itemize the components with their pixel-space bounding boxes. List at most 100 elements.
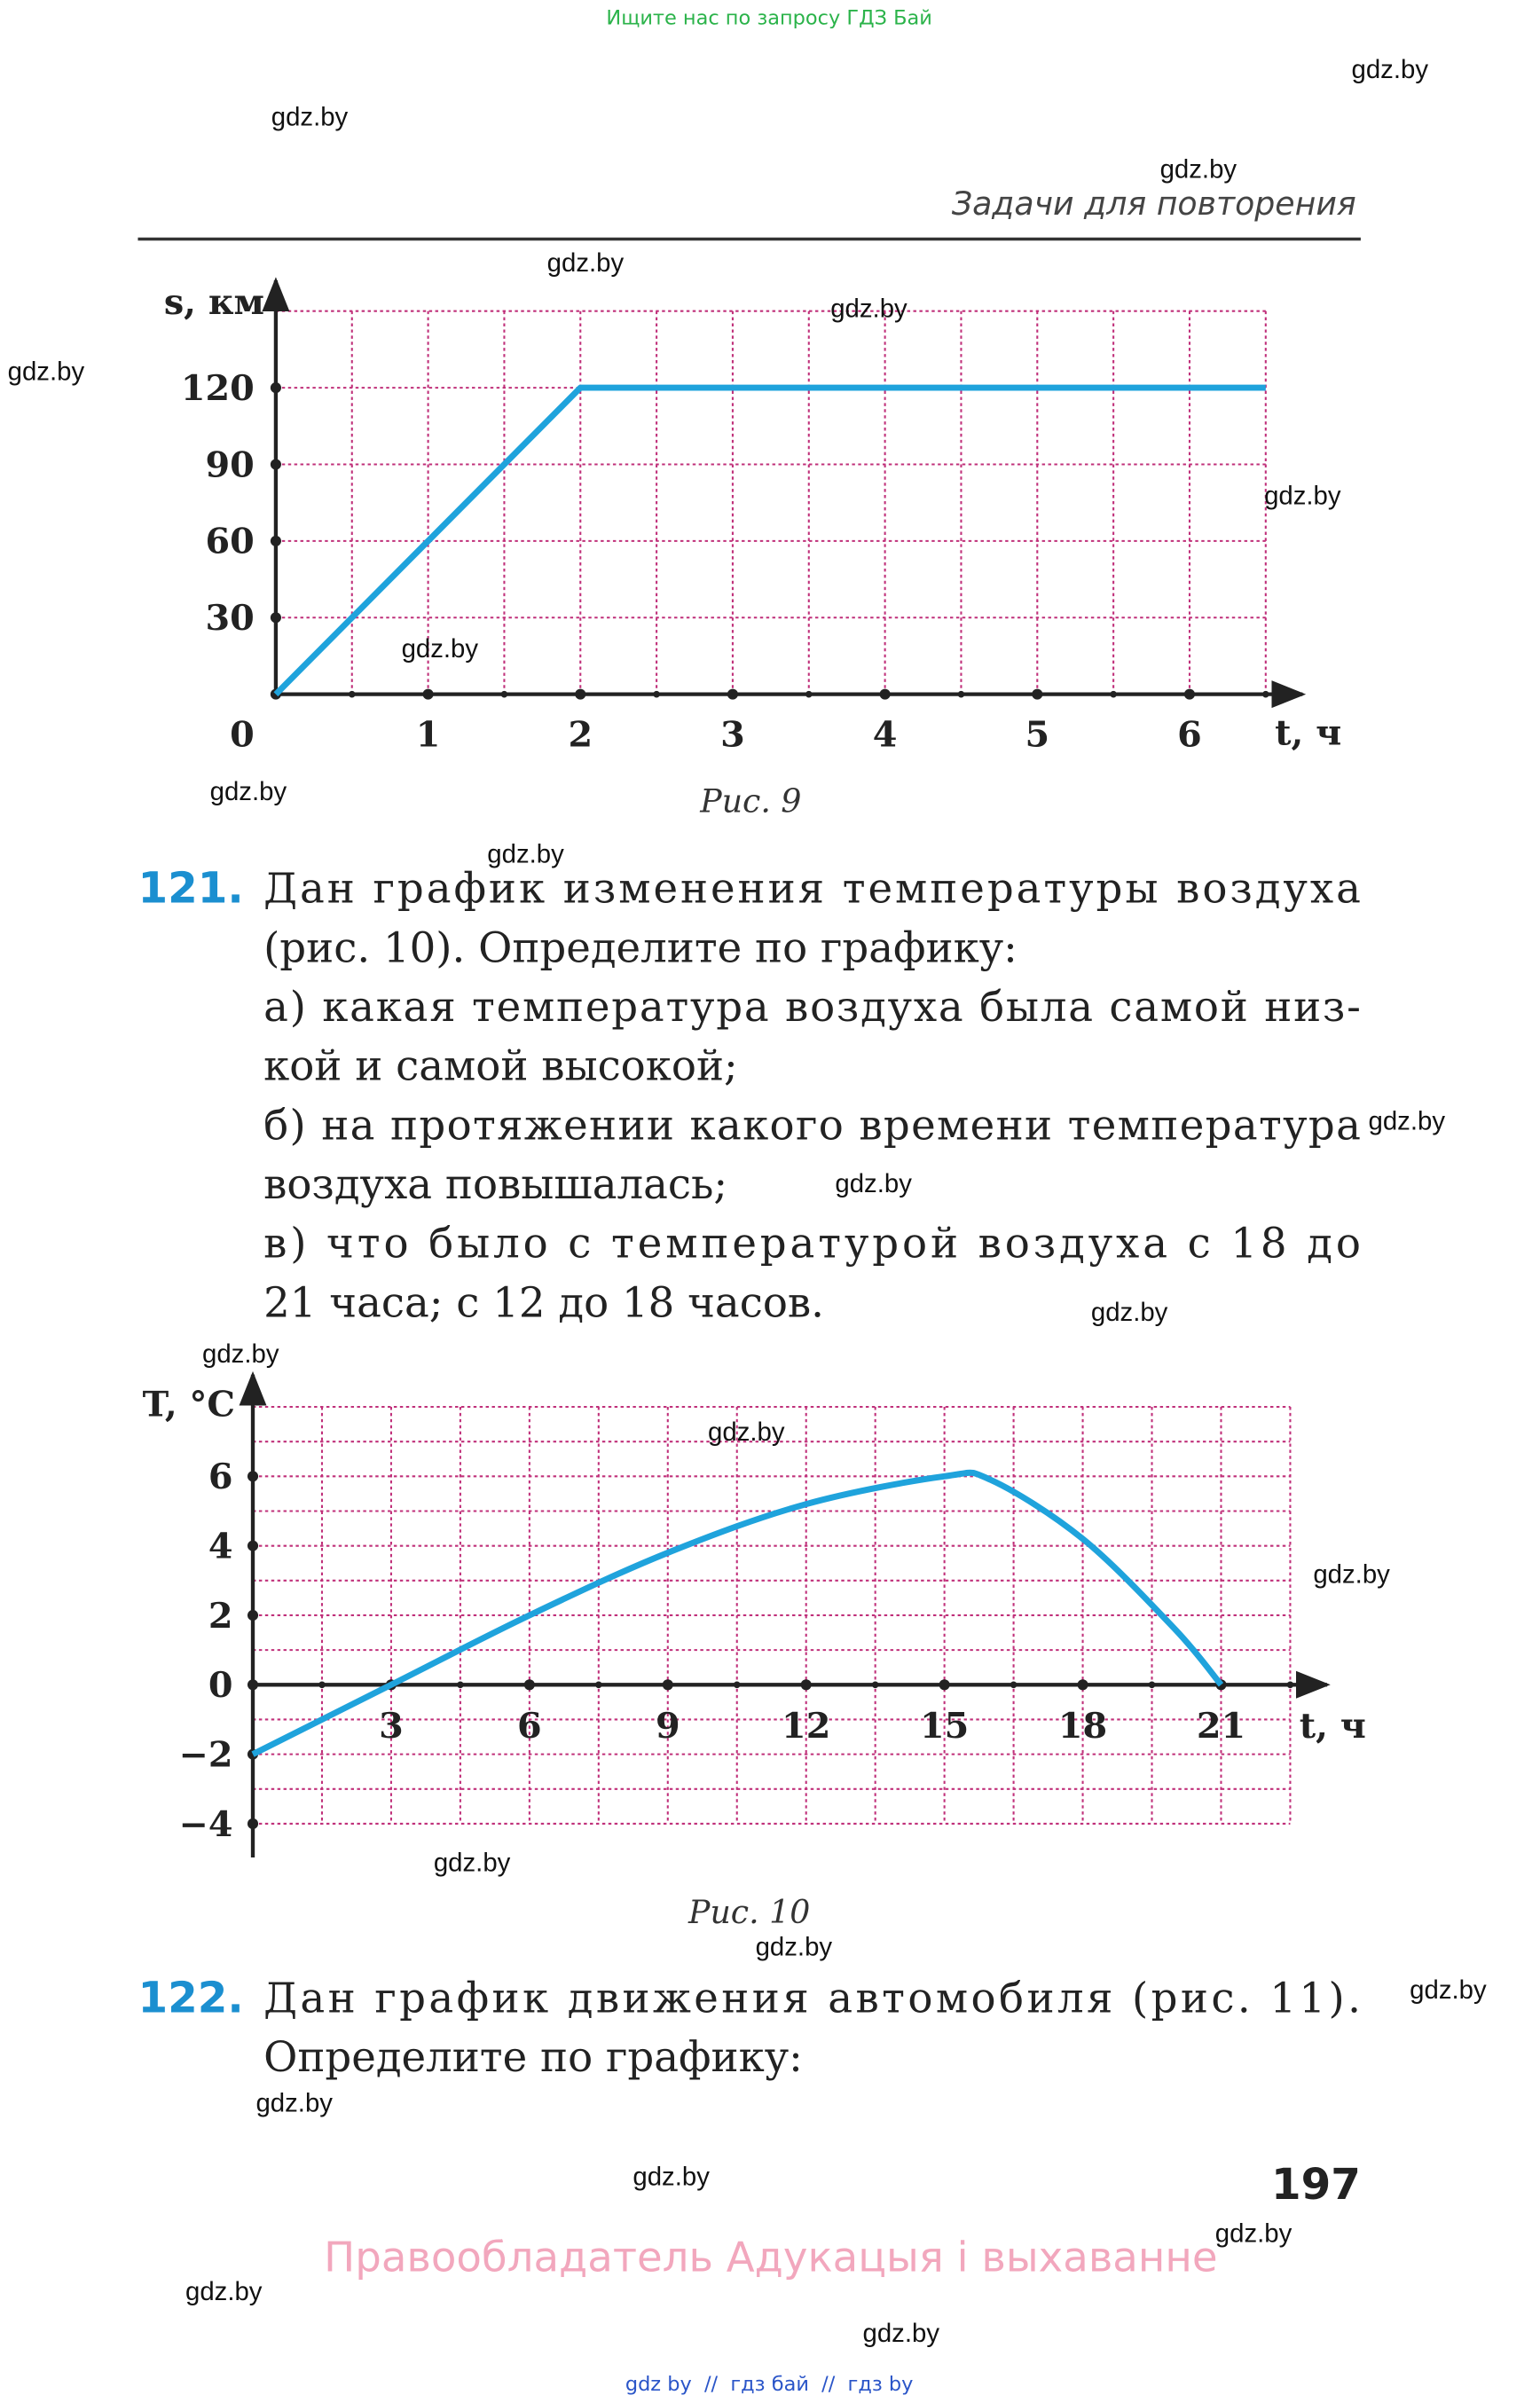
watermark: gdz.by: [1352, 55, 1429, 84]
chart: 3 6 9 12 15 18 21 −4 −2 0 2 4 6 t, ч T, °C Рис. 10: [143, 1370, 1366, 1931]
y-tick-label: 0: [208, 1665, 233, 1706]
watermark: gdz.by: [1313, 1560, 1390, 1590]
data-line: [273, 384, 1266, 697]
axis-dot: [1262, 690, 1269, 698]
x-tick: [727, 688, 738, 700]
axis-dot: [457, 1681, 464, 1689]
watermark: gdz.by: [1264, 481, 1341, 510]
chart: 0 1 2 3 4 5 6 30 60 90 120 t, ч s, км Рис. 9: [164, 277, 1341, 821]
figure-caption: Рис. 9: [699, 782, 801, 821]
y-axis-label: s, км: [164, 282, 264, 323]
x-tick: [879, 688, 891, 700]
text-line: в) что было с температурой воздуха с 18 …: [263, 1220, 1361, 1268]
y-tick: [270, 382, 281, 394]
x-tick-label: 0: [230, 714, 255, 755]
axis-dot: [595, 1681, 602, 1689]
x-tick-label: 9: [656, 1706, 680, 1747]
x-tick: [523, 1679, 535, 1691]
watermark: gdz.by: [210, 777, 287, 806]
y-tick-label: 2: [208, 1596, 233, 1637]
x-tick: [1183, 688, 1196, 700]
x-tick: [422, 688, 434, 700]
text-line: (рис. 10). Определите по графику:: [263, 923, 1018, 971]
axis-dot: [653, 690, 660, 698]
y-tick: [247, 1471, 259, 1482]
problems: Дан график изменения температуры воздуха…: [263, 865, 1361, 2082]
y-tick: [270, 459, 281, 470]
watermark: gdz.by: [402, 634, 479, 664]
footer-links: gdz by // гдз бай // гдз by: [625, 2373, 914, 2396]
text-line: 21 часа; с 12 до 18 часов.: [263, 1278, 824, 1326]
watermark: gdz.by: [1091, 1298, 1168, 1327]
y-tick-label: 30: [205, 598, 254, 639]
axis-dot: [348, 690, 356, 698]
watermark: gdz.by: [202, 1339, 279, 1369]
y-tick: [247, 1679, 259, 1691]
y-tick-label: 6: [208, 1457, 233, 1497]
y-tick-label: 4: [208, 1526, 233, 1567]
watermark: gdz.by: [185, 2277, 263, 2306]
text-line: воздуха повышалась;: [263, 1160, 727, 1208]
axis-dot: [1010, 1681, 1018, 1689]
problem-number: 121.: [138, 864, 243, 914]
axis-dot: [500, 690, 508, 698]
watermarks: gdz.by gdz.by gdz.by gdz.by gdz.by gdz.by gdz.…: [8, 55, 1487, 2348]
watermark: gdz.by: [708, 1417, 785, 1447]
x-tick: [662, 1679, 673, 1691]
x-tick: [1077, 1679, 1088, 1691]
axis-dot: [871, 1681, 879, 1689]
problem-number: 122.: [138, 1973, 243, 2022]
text-line: Дан график движения автомобиля (рис. 11)…: [263, 1974, 1361, 2022]
watermark: gdz.by: [1369, 1106, 1446, 1135]
text-line: Определите по графику:: [263, 2033, 803, 2081]
x-tick-label: 21: [1197, 1706, 1245, 1747]
section-title: Задачи для повторения: [952, 185, 1356, 223]
text-line: б) на протяжении какого времени температ…: [263, 1101, 1361, 1149]
axis-dot: [805, 690, 813, 698]
x-tick-label: 5: [1025, 714, 1049, 755]
x-tick-label: 3: [720, 714, 745, 755]
x-tick-label: 18: [1058, 1706, 1107, 1747]
watermark: gdz.by: [8, 357, 85, 386]
data-line: [251, 1469, 1224, 1757]
watermark: gdz.by: [830, 294, 908, 324]
watermark: gdz.by: [835, 1169, 912, 1198]
x-tick-label: 6: [1177, 714, 1202, 755]
top-banner: Ищите нас по запросу ГДЗ Бай: [606, 7, 931, 30]
watermark: gdz.by: [756, 1933, 833, 1962]
x-tick-label: 12: [782, 1706, 830, 1747]
x-tick-label: 4: [873, 714, 898, 755]
y-tick: [247, 1818, 259, 1829]
watermark: gdz.by: [863, 2319, 940, 2348]
x-tick-label: 6: [517, 1706, 542, 1747]
y-tick-label: 90: [205, 444, 254, 485]
watermark: gdz.by: [547, 248, 625, 278]
watermark: gdz.by: [1160, 154, 1238, 184]
y-tick-label: 60: [205, 522, 254, 562]
watermark: gdz.by: [255, 2089, 333, 2118]
axis-dot: [1148, 1681, 1156, 1689]
axis-dot: [1286, 1681, 1294, 1689]
figure-caption: Рис. 10: [688, 1893, 810, 1931]
page-number: 197: [1271, 2160, 1361, 2210]
x-tick-label: 2: [568, 714, 593, 755]
y-tick: [270, 535, 281, 546]
watermark: gdz.by: [271, 103, 349, 132]
x-tick: [1032, 688, 1043, 700]
x-tick: [939, 1679, 950, 1691]
x-tick-label: 15: [920, 1706, 969, 1747]
y-tick-label: 120: [181, 368, 255, 409]
watermark: gdz.by: [434, 1848, 511, 1877]
axis-dot: [1110, 690, 1117, 698]
watermark: gdz.by: [632, 2163, 710, 2192]
x-tick-label: 3: [379, 1706, 404, 1747]
watermark: gdz.by: [1215, 2219, 1292, 2249]
y-tick: [247, 1540, 259, 1551]
axis-dot: [957, 690, 965, 698]
watermark: gdz.by: [487, 840, 564, 869]
x-tick: [800, 1679, 812, 1691]
x-tick-label: 1: [416, 714, 441, 755]
text-line: кой и самой высокой;: [263, 1042, 738, 1090]
